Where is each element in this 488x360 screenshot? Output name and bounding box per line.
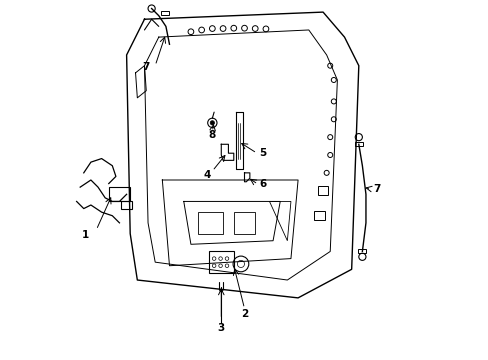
Text: 3: 3 xyxy=(217,323,224,333)
Bar xyxy=(233,212,255,234)
Bar xyxy=(108,187,130,202)
Bar xyxy=(313,211,324,220)
Bar xyxy=(160,11,169,15)
Text: 6: 6 xyxy=(259,179,266,189)
Text: 2: 2 xyxy=(241,309,247,319)
Circle shape xyxy=(210,121,214,125)
Bar xyxy=(354,142,363,146)
Text: 4: 4 xyxy=(203,170,210,180)
Text: 5: 5 xyxy=(259,148,266,158)
Text: 7: 7 xyxy=(373,184,380,194)
Text: 7: 7 xyxy=(142,63,150,72)
Bar xyxy=(357,249,365,253)
Text: 1: 1 xyxy=(82,230,89,240)
Bar xyxy=(317,186,328,195)
Bar xyxy=(121,202,132,208)
Bar xyxy=(208,251,233,273)
Bar xyxy=(198,212,223,234)
Text: 8: 8 xyxy=(208,130,216,140)
